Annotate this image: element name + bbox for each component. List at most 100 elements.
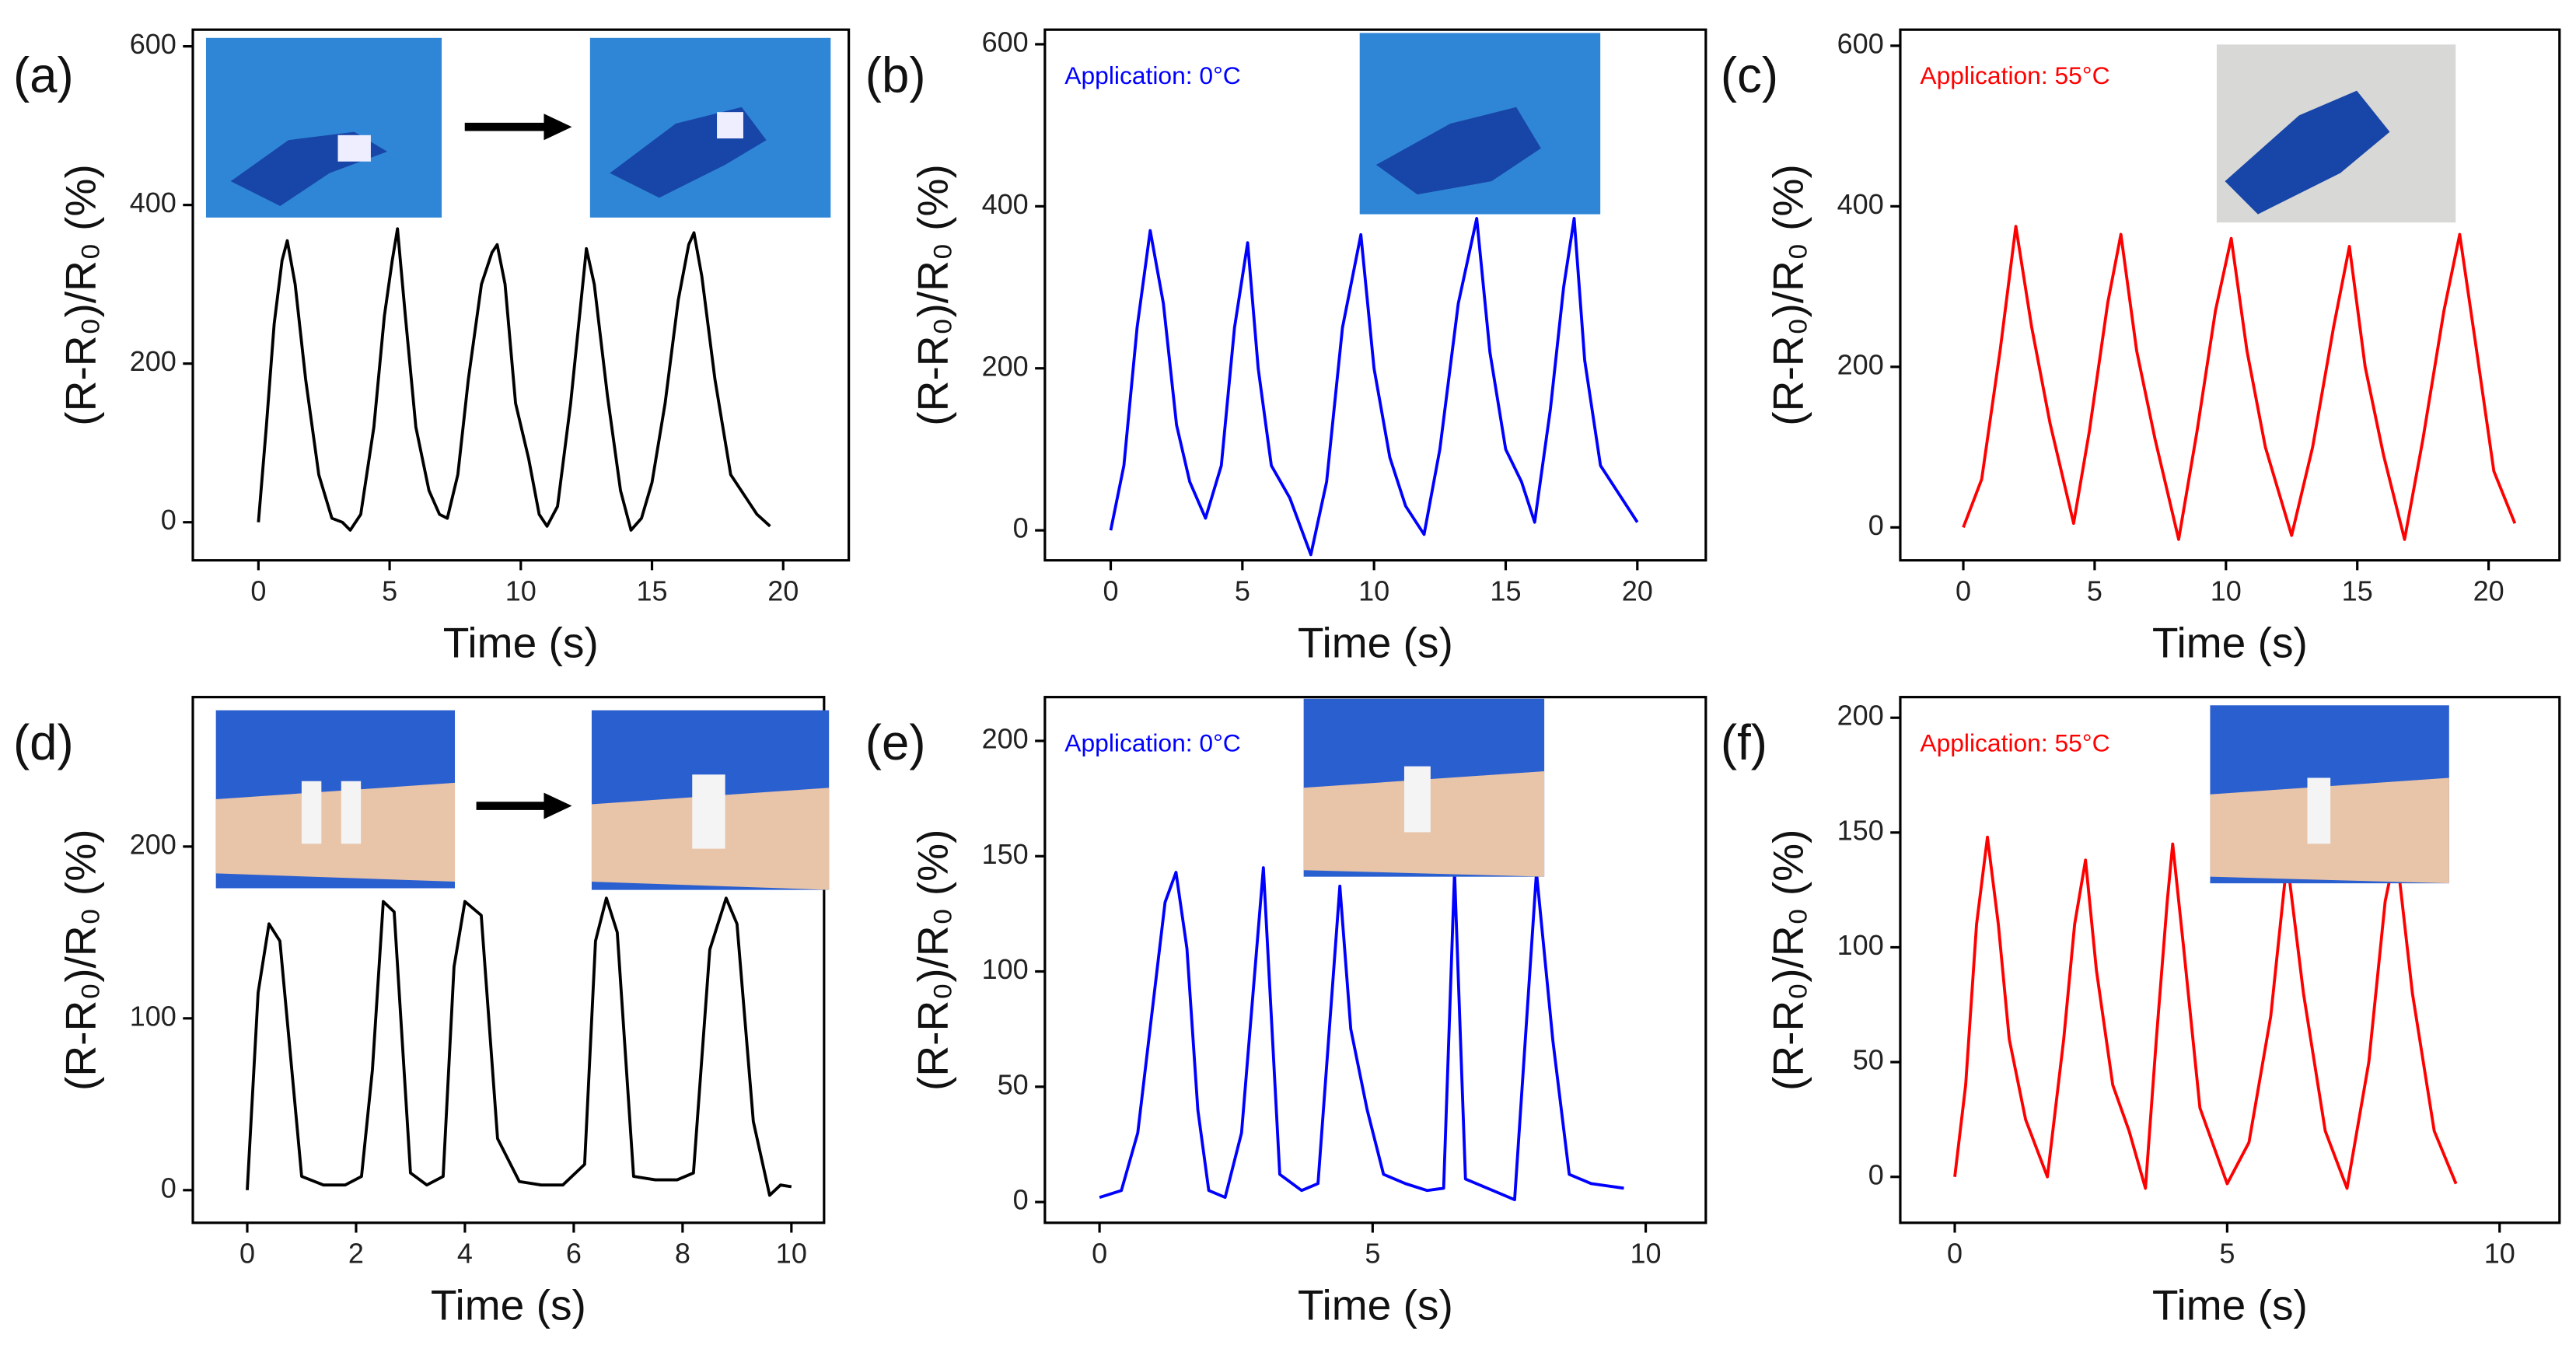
x-axis-title: Time (s)	[431, 1281, 586, 1329]
data-line	[1109, 217, 1639, 557]
y-axis-title: (R-R₀)/R₀ (%)	[909, 164, 957, 426]
annotation: Application: 0°C	[1064, 728, 1240, 756]
data-line	[246, 896, 792, 1197]
y-tick-label: 400	[1837, 188, 1884, 220]
data-line	[1953, 835, 2458, 1190]
y-tick-label: 200	[1837, 348, 1884, 380]
data-line	[1099, 866, 1624, 1202]
y-tick-label: 50	[998, 1068, 1029, 1100]
y-tick-label: 0	[1868, 509, 1884, 541]
x-tick-label: 5	[2087, 575, 2102, 607]
x-axis-title: Time (s)	[1298, 1281, 1453, 1329]
photo	[205, 37, 442, 218]
x-axis-title: Time (s)	[443, 618, 599, 666]
x-tick-label: 20	[2473, 575, 2504, 607]
y-tick-label: 200	[130, 345, 177, 377]
y-tick-label: 200	[1837, 700, 1884, 732]
arrow-head	[544, 792, 572, 819]
sensor	[337, 135, 371, 162]
y-tick-label: 100	[1837, 929, 1884, 961]
x-tick-label: 15	[2342, 575, 2373, 607]
y-tick-label: 600	[130, 28, 177, 60]
plot-frame	[1899, 696, 2561, 1224]
y-tick-label: 400	[982, 188, 1029, 220]
data-line	[1962, 225, 2517, 541]
y-tick-label: 0	[161, 504, 177, 536]
plot-frame	[1043, 696, 1707, 1224]
x-tick-label: 0	[239, 1238, 255, 1270]
x-tick-label: 15	[636, 575, 667, 607]
x-tick-label: 0	[250, 575, 266, 607]
y-tick-label: 150	[982, 838, 1029, 870]
x-tick-label: 5	[1235, 575, 1250, 607]
plot-frame	[1043, 28, 1707, 562]
wrist	[215, 782, 456, 882]
y-tick-label: 100	[130, 1000, 177, 1032]
x-axis-title: Time (s)	[1298, 618, 1453, 666]
sensor	[2307, 777, 2331, 844]
x-tick-label: 10	[776, 1238, 807, 1270]
y-axis-title: (R-R₀)/R₀ (%)	[57, 829, 105, 1091]
y-tick-label: 200	[130, 828, 177, 860]
panel-label: (e)	[865, 715, 926, 770]
y-tick-label: 0	[161, 1172, 177, 1204]
y-tick-label: 0	[1013, 1184, 1029, 1216]
x-tick-label: 0	[1956, 575, 1971, 607]
sensor	[1403, 766, 1431, 833]
annotation: Application: 0°C	[1064, 61, 1240, 89]
sensor	[717, 112, 743, 139]
y-tick-label: 200	[982, 722, 1029, 754]
x-tick-label: 8	[675, 1238, 690, 1270]
panel-label: (c)	[1721, 48, 1778, 103]
y-axis-title: (R-R₀)/R₀ (%)	[57, 164, 105, 426]
y-tick-label: 100	[982, 953, 1029, 985]
y-tick-label: 200	[982, 350, 1029, 382]
annotation: Application: 55°C	[1920, 61, 2109, 89]
x-tick-label: 0	[1947, 1238, 1963, 1270]
x-axis-title: Time (s)	[2152, 1281, 2308, 1329]
x-tick-label: 10	[505, 575, 537, 607]
x-tick-label: 0	[1103, 575, 1118, 607]
annotation: Application: 55°C	[1920, 728, 2109, 756]
x-tick-label: 10	[1358, 575, 1389, 607]
x-tick-label: 10	[1631, 1238, 1662, 1270]
y-tick-label: 0	[1013, 512, 1029, 544]
y-tick-label: 150	[1837, 814, 1884, 846]
x-tick-label: 20	[767, 575, 799, 607]
inset-photos	[205, 33, 2456, 890]
x-tick-label: 20	[1622, 575, 1653, 607]
x-tick-label: 10	[2211, 575, 2242, 607]
y-axis-title: (R-R₀)/R₀ (%)	[1764, 164, 1812, 426]
x-tick-label: 0	[1092, 1238, 1107, 1270]
x-tick-label: 5	[1365, 1238, 1380, 1270]
panel-label: (d)	[13, 715, 74, 770]
panel-label: (b)	[865, 48, 926, 103]
data-line	[257, 227, 771, 532]
y-tick-label: 600	[1837, 27, 1884, 59]
x-tick-label: 10	[2484, 1238, 2515, 1270]
glove	[2225, 90, 2390, 215]
glove	[1375, 107, 1541, 195]
x-tick-label: 2	[348, 1238, 364, 1270]
sensor	[341, 781, 362, 844]
x-tick-label: 15	[1490, 575, 1521, 607]
x-axis-title: Time (s)	[2152, 618, 2308, 666]
x-tick-label: 5	[2219, 1238, 2235, 1270]
y-tick-label: 50	[1853, 1044, 1884, 1076]
plot-frame	[191, 696, 826, 1224]
arrow-head	[544, 114, 572, 141]
panel-label: (a)	[13, 48, 74, 103]
y-tick-label: 0	[1868, 1158, 1884, 1190]
sensor	[301, 781, 322, 844]
sensor	[692, 774, 725, 849]
y-axis-title: (R-R₀)/R₀ (%)	[1764, 829, 1812, 1091]
x-tick-label: 4	[457, 1238, 473, 1270]
